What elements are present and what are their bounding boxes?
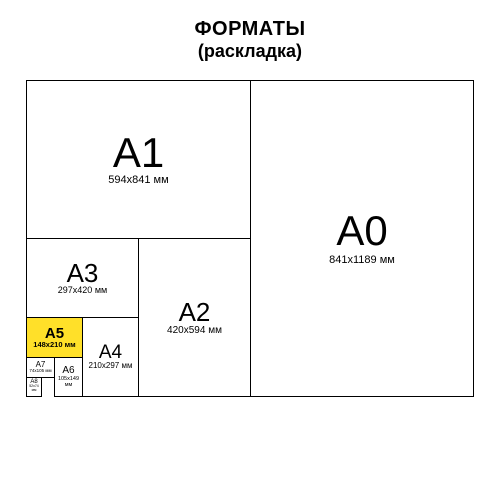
label-a2: A2 (179, 299, 211, 325)
paper-size-diagram: A0 841х1189 мм A1 594х841 мм A2 420х594 … (26, 80, 474, 397)
dim-a4: 210х297 мм (89, 362, 133, 371)
title-block: ФОРМАТЫ (раскладка) (194, 18, 305, 62)
rect-a5: A5 148х210 мм (26, 317, 83, 358)
dim-a6: 105х149 мм (55, 376, 82, 388)
rect-a1: A1 594х841 мм (26, 80, 251, 239)
rect-a2: A2 420х594 мм (138, 238, 251, 397)
title-main: ФОРМАТЫ (194, 18, 305, 41)
rect-a7: A7 74х105 мм (26, 357, 55, 378)
dim-a0: 841х1189 мм (329, 254, 395, 266)
label-a1: A1 (113, 132, 164, 174)
dim-a2: 420х594 мм (167, 325, 222, 336)
dim-a8: 52х74 мм (27, 385, 41, 393)
label-a6: A6 (62, 366, 74, 376)
rect-a3: A3 297х420 мм (26, 238, 139, 318)
rect-a0: A0 841х1189 мм (250, 80, 474, 397)
dim-a5: 148х210 мм (33, 341, 75, 349)
label-a0: A0 (336, 210, 387, 252)
rect-a4: A4 210х297 мм (82, 317, 139, 397)
label-a5: A5 (45, 326, 64, 341)
dim-a7: 74х105 мм (29, 369, 51, 374)
label-a3: A3 (67, 260, 99, 286)
label-a4: A4 (99, 343, 122, 362)
title-sub: (раскладка) (194, 41, 305, 62)
rect-a8: A8 52х74 мм (26, 377, 42, 397)
rect-a6: A6 105х149 мм (54, 357, 83, 397)
dim-a3: 297х420 мм (58, 286, 107, 296)
dim-a1: 594х841 мм (108, 174, 168, 186)
